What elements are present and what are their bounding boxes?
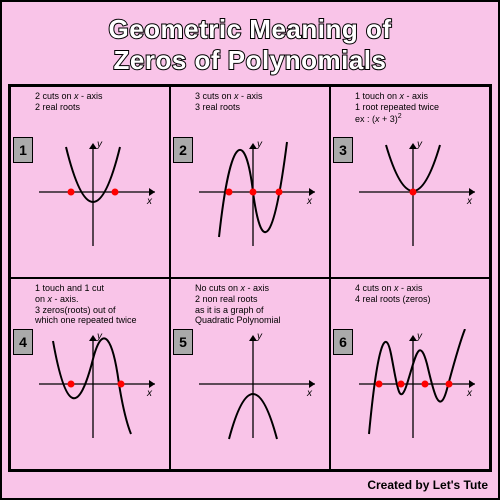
cell-5: 5No cuts on x - axis2 non real rootsas i… bbox=[170, 278, 330, 470]
y-axis-label: y bbox=[417, 139, 422, 150]
cell-number-badge: 2 bbox=[173, 137, 193, 163]
cell-caption: 2 cuts on x - axis2 real roots bbox=[35, 91, 165, 113]
x-axis-label: x bbox=[467, 196, 472, 207]
cell-caption: No cuts on x - axis2 non real rootsas it… bbox=[195, 283, 325, 326]
cell-3: 31 touch on x - axis1 root repeated twic… bbox=[330, 86, 490, 278]
x-axis-label: x bbox=[307, 196, 312, 207]
footer-credit: Created by Let's Tute bbox=[2, 476, 498, 498]
y-axis-label: y bbox=[97, 331, 102, 342]
cell-caption: 4 cuts on x - axis4 real roots (zeros) bbox=[355, 283, 485, 305]
y-axis-label: y bbox=[97, 139, 102, 150]
cell-caption: 1 touch on x - axis1 root repeated twice… bbox=[355, 91, 485, 124]
chart-grid: 12 cuts on x - axis2 real rootsyx23 cuts… bbox=[8, 84, 492, 472]
infographic-container: Geometric Meaning of Zeros of Polynomial… bbox=[0, 0, 500, 500]
cell-number-badge: 3 bbox=[333, 137, 353, 163]
title-line-2: Zeros of Polynomials bbox=[12, 45, 488, 76]
cell-6: 6 4 cuts on x - axis4 real roots (zeros) y… bbox=[330, 278, 490, 470]
y-axis-label: y bbox=[417, 331, 422, 342]
title-line-1: Geometric Meaning of bbox=[12, 14, 488, 45]
x-axis-label: x bbox=[147, 196, 152, 207]
plot-area: yx bbox=[31, 329, 167, 467]
cell-number-badge: 6 bbox=[333, 329, 353, 355]
x-axis-label: x bbox=[467, 388, 472, 399]
cell-1: 12 cuts on x - axis2 real rootsyx bbox=[10, 86, 170, 278]
plot-area: yx bbox=[31, 137, 167, 275]
cell-number-badge: 5 bbox=[173, 329, 193, 355]
cell-caption: 3 cuts on x - axis3 real roots bbox=[195, 91, 325, 113]
cell-4: 41 touch and 1 cuton x - axis.3 zeros(ro… bbox=[10, 278, 170, 470]
y-axis-label: y bbox=[257, 331, 262, 342]
plot-area: yx bbox=[191, 329, 327, 467]
plot-area: yx bbox=[351, 329, 487, 467]
y-axis-label: y bbox=[257, 139, 262, 150]
x-axis-label: x bbox=[147, 388, 152, 399]
cell-2: 23 cuts on x - axis3 real rootsyx bbox=[170, 86, 330, 278]
cell-number-badge: 1 bbox=[13, 137, 33, 163]
title-area: Geometric Meaning of Zeros of Polynomial… bbox=[2, 2, 498, 84]
plot-area: yx bbox=[351, 137, 487, 275]
cell-caption: 1 touch and 1 cuton x - axis.3 zeros(roo… bbox=[35, 283, 165, 326]
x-axis-label: x bbox=[307, 388, 312, 399]
cell-number-badge: 4 bbox=[13, 329, 33, 355]
plot-area: yx bbox=[191, 137, 327, 275]
